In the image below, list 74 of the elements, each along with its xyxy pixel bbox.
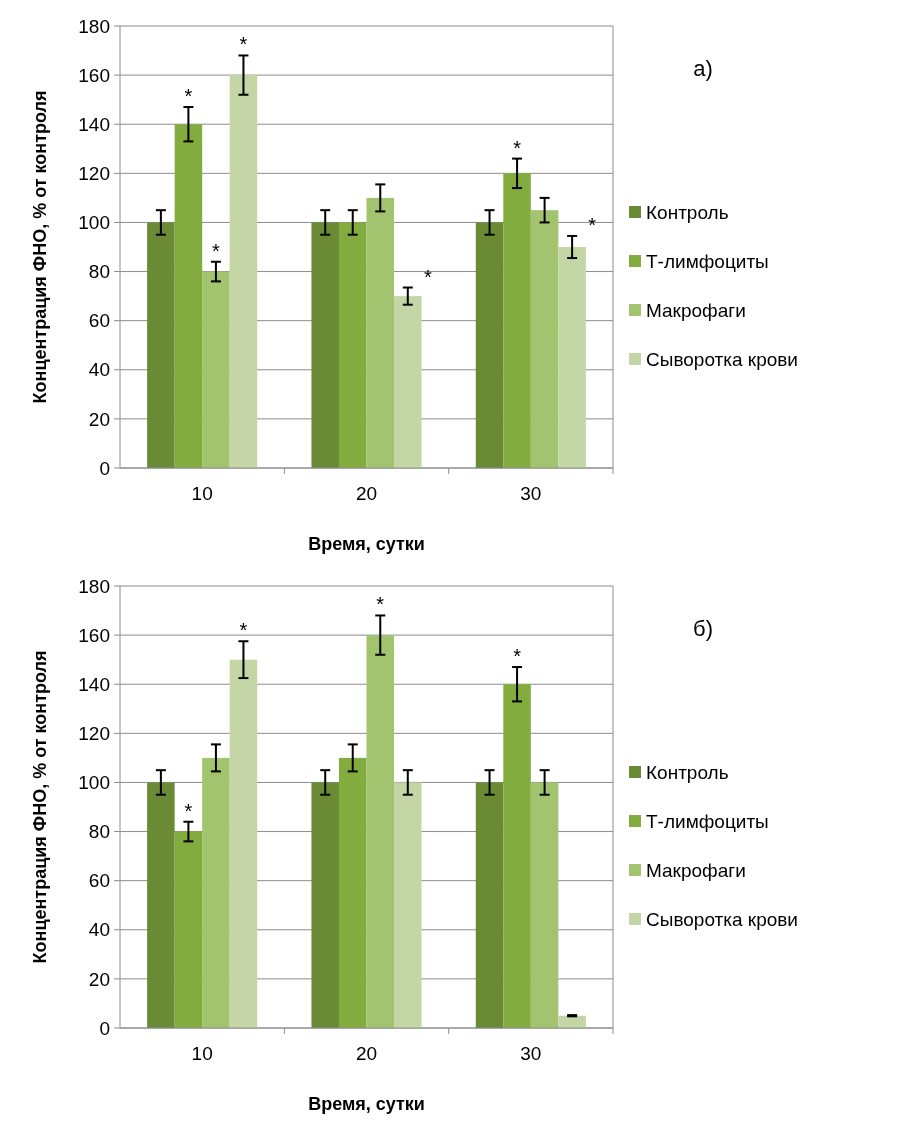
bar	[503, 684, 531, 1028]
y-tick-label: 120	[78, 722, 110, 744]
bar	[366, 635, 395, 1028]
y-tick-label: 80	[88, 821, 110, 843]
bar	[174, 124, 203, 468]
bar	[338, 222, 367, 468]
bar	[202, 757, 230, 1028]
data-label: *	[212, 239, 221, 262]
bar	[475, 782, 504, 1028]
y-axis-title: Концентрация ФНО, % от контроля	[30, 90, 50, 404]
data-label: *	[239, 619, 248, 642]
x-tick-label: 20	[355, 483, 378, 504]
x-tick-label: 20	[355, 1043, 378, 1064]
y-tick-label: 160	[78, 624, 110, 646]
x-tick-label: 10	[191, 483, 213, 504]
bar	[558, 247, 586, 468]
bar	[366, 197, 395, 468]
y-tick-label: 0	[99, 1017, 110, 1039]
y-tick-label: 60	[88, 870, 110, 892]
y-tick-label: 100	[78, 212, 110, 234]
bar	[530, 782, 559, 1028]
x-tick-label: 10	[191, 1043, 213, 1064]
data-label: *	[376, 593, 385, 616]
bar	[229, 659, 258, 1028]
legend-label: Макрофаги	[646, 299, 746, 321]
data-label: *	[423, 265, 432, 288]
y-tick-label: 140	[78, 673, 110, 695]
y-tick-label: 100	[78, 772, 110, 794]
text: б)	[693, 616, 713, 641]
bar	[147, 782, 175, 1028]
x-axis-title: Время, сутки	[308, 1094, 425, 1114]
y-tick-label: 20	[88, 408, 110, 430]
y-tick-label: 120	[78, 162, 110, 184]
legend-label: Т-лимфоциты	[646, 250, 769, 272]
text: а)	[693, 56, 713, 81]
bar	[530, 210, 559, 468]
x-axis-title: Время, сутки	[308, 534, 425, 554]
bar	[311, 222, 339, 468]
data-label: *	[513, 136, 522, 159]
y-tick-label: 180	[78, 575, 110, 597]
y-tick-label: 140	[78, 113, 110, 135]
bar	[394, 782, 422, 1028]
bar	[503, 173, 531, 468]
y-tick-label: 160	[78, 64, 110, 86]
y-tick-label: 60	[88, 310, 110, 332]
legend-label: Контроль	[646, 201, 729, 223]
bar	[475, 222, 504, 468]
y-tick-label: 20	[88, 968, 110, 990]
data-label: *	[184, 85, 193, 108]
data-label: *	[184, 799, 193, 822]
bar	[202, 271, 230, 468]
data-label: *	[513, 645, 522, 668]
y-tick-label: 40	[88, 919, 110, 941]
y-tick-label: 0	[99, 457, 110, 479]
y-tick-label: 80	[88, 261, 110, 283]
bar	[558, 1015, 586, 1028]
bar	[394, 296, 422, 468]
legend-label: Сыворотка крови	[646, 348, 798, 370]
data-label: *	[239, 33, 248, 56]
data-label: *	[588, 213, 597, 236]
legend-label: Т-лимфоциты	[646, 810, 769, 832]
x-tick-label: 30	[520, 1043, 542, 1064]
bar	[147, 222, 175, 468]
x-tick-label: 30	[520, 483, 542, 504]
bar	[311, 782, 339, 1028]
bar	[174, 831, 203, 1028]
legend-label: Сыворотка крови	[646, 908, 798, 930]
y-tick-label: 40	[88, 359, 110, 381]
legend-label: Макрофаги	[646, 859, 746, 881]
bar	[229, 75, 258, 468]
legend-label: Контроль	[646, 761, 729, 783]
y-axis-title: Концентрация ФНО, % от контроля	[30, 650, 50, 964]
bar	[338, 757, 367, 1028]
y-tick-label: 180	[78, 15, 110, 37]
